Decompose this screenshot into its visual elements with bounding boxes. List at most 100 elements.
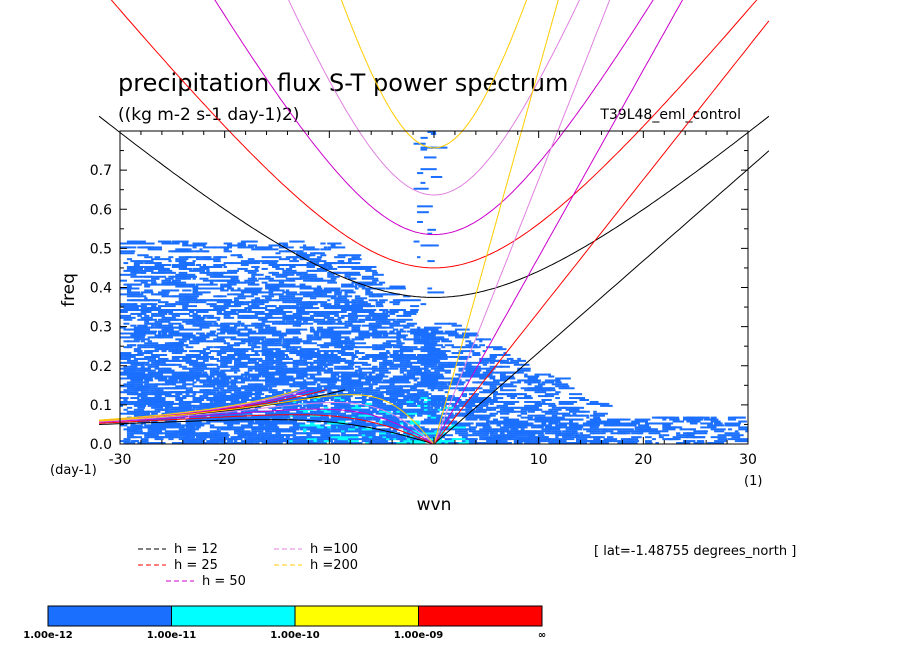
heatmap-cell <box>589 400 599 403</box>
heatmap-cell <box>195 332 205 335</box>
heatmap-cell <box>344 389 354 392</box>
heatmap-cell <box>468 428 476 431</box>
heatmap-cell <box>199 326 210 329</box>
heatmap-cell <box>593 414 606 417</box>
heatmap-cell <box>278 377 291 380</box>
heatmap-cell <box>268 289 285 292</box>
heatmap-cell <box>320 359 334 362</box>
heatmap-cell <box>479 408 483 411</box>
heatmap-cell <box>396 404 401 407</box>
heatmap-cell <box>403 346 418 349</box>
heatmap-cell <box>185 408 191 411</box>
heatmap-cell <box>531 430 537 433</box>
heatmap-cell <box>461 367 471 370</box>
heatmap-cell <box>209 442 219 444</box>
heatmap-cell <box>555 391 561 394</box>
heatmap-cell <box>216 295 223 298</box>
heatmap-cell <box>337 418 349 421</box>
heatmap-cell <box>240 355 247 358</box>
heatmap-cell <box>265 430 281 433</box>
heatmap-cell <box>410 438 416 441</box>
heatmap-cell <box>427 232 433 235</box>
heatmap-cell <box>351 383 369 386</box>
heatmap-cell <box>254 361 258 364</box>
heatmap-cell <box>285 348 290 351</box>
heatmap-cell <box>341 387 351 390</box>
heatmap-cell <box>133 269 138 272</box>
heatmap-cell <box>182 289 192 292</box>
x-tick-label: -10 <box>318 452 341 468</box>
heatmap-cell <box>341 395 345 398</box>
heatmap-cell <box>444 363 458 366</box>
heatmap-cell <box>309 414 321 417</box>
heatmap-cell <box>275 377 283 380</box>
heatmap-cell <box>562 438 575 441</box>
heatmap-cell <box>247 314 258 317</box>
heatmap-cell <box>161 289 178 292</box>
heatmap-cell <box>617 442 632 444</box>
heatmap-cell <box>244 348 255 351</box>
heatmap-cell <box>330 428 338 431</box>
heatmap-cell <box>375 320 387 323</box>
heatmap-cell <box>351 316 359 319</box>
heatmap-cell <box>655 442 659 444</box>
heatmap-cell <box>410 354 416 357</box>
heatmap-cell <box>285 428 299 431</box>
heatmap-cell <box>251 265 260 268</box>
heatmap-cell <box>489 355 497 358</box>
heatmap-cell <box>189 309 195 312</box>
heatmap-cell <box>524 424 536 427</box>
heatmap-cell <box>164 316 176 319</box>
heatmap-cell <box>147 385 158 388</box>
heatmap-cell <box>537 395 548 398</box>
heatmap-cell <box>144 246 151 249</box>
heatmap-cell <box>251 277 255 280</box>
heatmap-cell <box>503 354 511 357</box>
heatmap-cell <box>399 406 403 409</box>
heatmap-cell <box>303 375 308 378</box>
heatmap-cell <box>323 355 338 358</box>
heatmap-cell <box>430 385 443 388</box>
heatmap-cell <box>499 373 506 376</box>
heatmap-cell <box>544 381 552 384</box>
heatmap-cell <box>123 438 131 441</box>
heatmap-cell <box>168 330 180 333</box>
heatmap-cell <box>347 285 358 288</box>
heatmap-cell <box>237 254 243 257</box>
heatmap-cell <box>130 293 144 296</box>
heatmap-cell <box>316 285 321 288</box>
heatmap-cell <box>303 305 313 308</box>
heatmap-cell <box>247 244 258 247</box>
heatmap-cell <box>185 354 199 357</box>
heatmap-cell <box>126 340 140 343</box>
heatmap-cell <box>320 408 329 411</box>
heatmap-cell <box>341 346 358 349</box>
heatmap-cell <box>323 305 336 308</box>
heatmap-cell <box>499 432 505 435</box>
heatmap-cell <box>289 265 296 268</box>
heatmap-cell <box>430 375 445 378</box>
heatmap-cell <box>427 260 435 263</box>
heatmap-cell <box>202 389 209 392</box>
heatmap-cell <box>365 442 372 444</box>
heatmap-cell <box>223 265 227 268</box>
heatmap-cell <box>147 359 161 362</box>
heatmap-cell <box>303 273 317 276</box>
heatmap-cell <box>396 320 406 323</box>
heatmap-cell <box>734 430 739 433</box>
heatmap-cell <box>265 381 269 384</box>
heatmap-cell <box>289 314 293 317</box>
heatmap-cell <box>185 322 196 325</box>
heatmap-cell <box>285 430 296 433</box>
heatmap-cell <box>230 289 235 292</box>
heatmap-cell <box>430 400 438 403</box>
heatmap-cell <box>558 400 576 403</box>
heatmap-cell <box>220 271 226 274</box>
heatmap-cell <box>320 344 332 347</box>
heatmap-cell <box>379 397 384 400</box>
heatmap-cell <box>313 416 330 419</box>
heatmap-cell <box>164 303 177 306</box>
heatmap-cell <box>175 387 189 390</box>
heatmap-cell <box>230 309 248 312</box>
heatmap-cell <box>299 350 310 353</box>
